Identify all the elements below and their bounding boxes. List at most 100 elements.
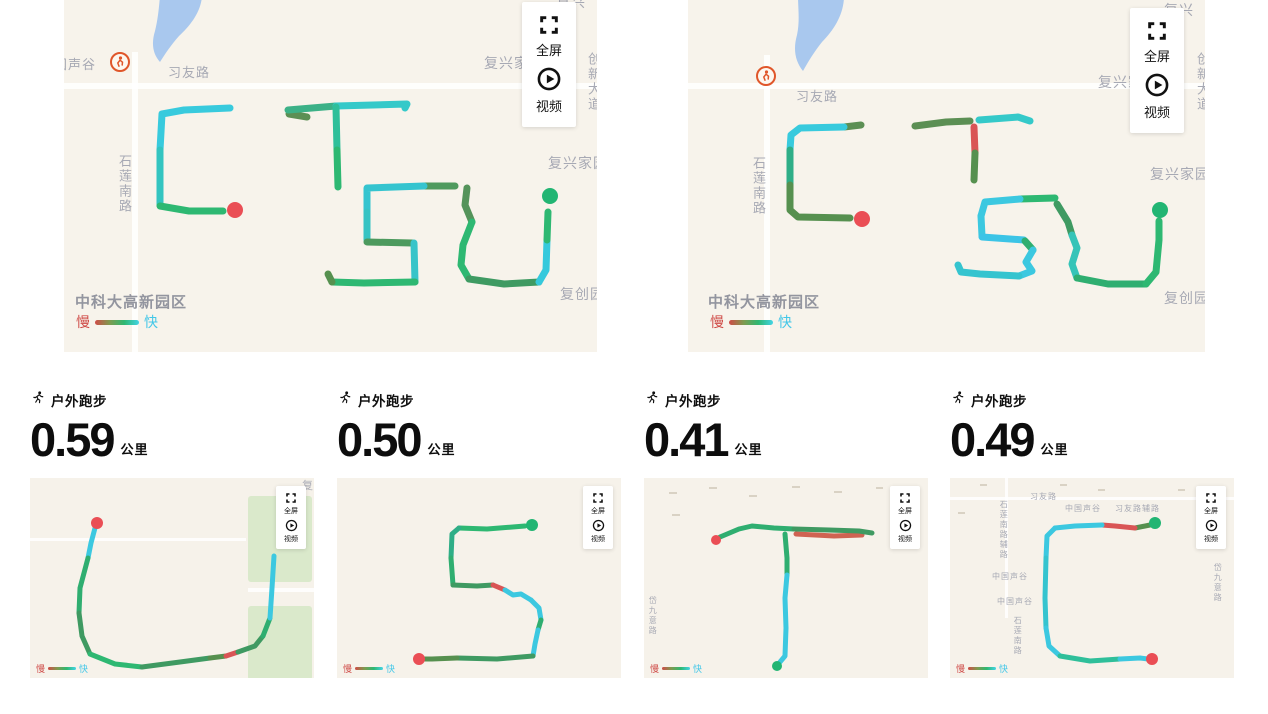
route-end-dot <box>854 211 870 227</box>
map-label: 中科大高新园区 <box>708 294 821 311</box>
pace-legend: 慢快 <box>956 662 1008 675</box>
road-line <box>1005 478 1008 618</box>
fullscreen-button[interactable]: 全屏 <box>284 492 298 516</box>
route-map-card-3[interactable]: 岱九意路慢快 全屏视频 <box>644 478 928 678</box>
fullscreen-button[interactable]: 全屏 <box>898 492 912 516</box>
map-control-panel: 全屏 视频 <box>522 2 576 127</box>
map-control-panel: 全屏 视频 <box>1130 8 1184 133</box>
distance-unit: 公里 <box>734 442 763 457</box>
distance-value: 0.49 <box>950 413 1035 466</box>
road-line <box>764 55 770 352</box>
fullscreen-icon <box>900 493 910 503</box>
pace-legend: 慢快 <box>650 662 702 675</box>
play-icon <box>537 67 561 91</box>
legend-fast-label: 快 <box>144 314 158 330</box>
route-path <box>711 523 875 671</box>
route-map-large-right[interactable]: 习友路石莲南路复兴家园复兴创新大道复兴家园复创园中科大高新园区慢快全屏视频 <box>688 0 1205 352</box>
pace-gradient-bar <box>662 667 691 670</box>
video-button[interactable]: 视频 <box>536 66 562 115</box>
activity-card[interactable]: 户外跑步 0.41 公里 岱九意路慢快全屏 视频 <box>644 390 928 692</box>
video-label: 视频 <box>898 536 912 543</box>
video-button[interactable]: 视频 <box>1144 72 1170 121</box>
activity-type-label: 户外跑步 <box>971 394 1027 409</box>
distance-value: 0.59 <box>30 413 115 466</box>
fullscreen-label: 全屏 <box>1143 49 1170 64</box>
pace-gradient-bar <box>95 319 139 325</box>
fullscreen-button[interactable]: 全屏 <box>1204 492 1218 516</box>
fullscreen-icon <box>593 493 603 503</box>
map-label: 石莲南路 <box>750 156 766 216</box>
map-label: 复创园 <box>1164 290 1205 306</box>
legend-slow-label: 慢 <box>36 664 46 674</box>
legend-slow-label: 慢 <box>650 664 660 674</box>
video-button[interactable]: 视频 <box>591 519 605 544</box>
road-line <box>688 83 1205 89</box>
route-map-card-2[interactable]: 慢快全屏 视频 <box>337 478 621 678</box>
video-label: 视频 <box>1204 536 1218 543</box>
road-line <box>950 497 1234 500</box>
fullscreen-label: 全屏 <box>535 43 562 58</box>
route-start-dot <box>1149 517 1161 529</box>
pace-gradient-bar <box>355 667 384 670</box>
activity-card[interactable]: 户外跑步 0.49 公里 习友路 中国声谷 习友路辅路 石莲南路辅路 中国声谷 中国声谷石… <box>950 390 1234 692</box>
map-label: 岱九意路 <box>648 596 658 636</box>
play-icon <box>1205 519 1217 532</box>
video-label: 视频 <box>591 536 605 543</box>
fullscreen-icon <box>1206 493 1216 503</box>
fullscreen-label: 全屏 <box>284 508 298 515</box>
distance-unit: 公里 <box>1040 442 1069 457</box>
legend-fast-label: 快 <box>778 314 792 330</box>
video-label: 视频 <box>1143 105 1170 120</box>
fullscreen-button[interactable]: 全屏 <box>1144 20 1170 65</box>
activity-card[interactable]: 户外跑步 0.50 公里 慢快全屏 视频 <box>337 390 621 692</box>
video-button[interactable]: 视频 <box>1204 519 1218 544</box>
road-line <box>64 83 597 89</box>
fullscreen-icon <box>540 16 558 34</box>
runner-icon <box>337 390 352 410</box>
video-button[interactable]: 视频 <box>284 519 298 544</box>
runner-icon <box>644 390 659 410</box>
fullscreen-button[interactable]: 全屏 <box>536 14 562 59</box>
runner-icon <box>950 390 965 410</box>
fullscreen-icon <box>286 493 296 503</box>
map-label: 复 <box>302 480 314 492</box>
play-icon <box>592 519 604 532</box>
road-fragment <box>876 487 883 489</box>
legend-fast-label: 快 <box>386 664 396 674</box>
activity-type-label: 户外跑步 <box>358 394 414 409</box>
pace-gradient-bar <box>729 319 773 325</box>
map-label: 习友路 <box>168 65 211 80</box>
runner-icon <box>30 390 45 410</box>
fullscreen-button[interactable]: 全屏 <box>591 492 605 516</box>
distance-value: 0.50 <box>337 413 422 466</box>
route-end-dot <box>227 202 243 218</box>
route-start-dot <box>1152 202 1168 218</box>
road-fragment <box>672 514 680 516</box>
pace-legend: 慢快 <box>36 662 88 675</box>
map-label: 复兴家园 <box>1150 166 1205 182</box>
road-fragment <box>1060 484 1067 486</box>
route-map-card-4[interactable]: 习友路 中国声谷 习友路辅路 石莲南路辅路 中国声谷 中国声谷 石莲南路 岱九意路慢快全屏 视频 <box>950 478 1234 678</box>
distance-value: 0.41 <box>644 413 729 466</box>
road-fragment <box>958 512 965 514</box>
road-line <box>132 52 138 352</box>
route-map-card-1[interactable]: 复慢快 全屏视频 <box>30 478 314 678</box>
play-icon <box>899 519 911 532</box>
video-button[interactable]: 视频 <box>898 519 912 544</box>
legend-slow-label: 慢 <box>343 664 353 674</box>
activity-card[interactable]: 户外跑步 0.59 公里 复慢快全屏 视频 <box>30 390 314 692</box>
route-end-dot <box>91 517 103 529</box>
road-line <box>248 588 314 592</box>
play-icon <box>1145 73 1169 97</box>
map-control-panel: 全屏 视频 <box>276 486 306 549</box>
route-map-large-left[interactable]: 国声谷习友路石莲南路复兴家园复兴创新大道复兴家园复创园中科大高新园区慢快全屏视频 <box>64 0 597 352</box>
map-label: 岱九意路 <box>1213 563 1223 603</box>
legend-fast-label: 快 <box>999 664 1009 674</box>
fullscreen-label: 全屏 <box>1204 508 1218 515</box>
road-fragment <box>792 486 800 488</box>
video-label: 视频 <box>284 536 298 543</box>
map-control-panel: 全屏 视频 <box>890 486 920 549</box>
video-label: 视频 <box>535 99 562 114</box>
pace-legend: 慢快 <box>343 662 395 675</box>
